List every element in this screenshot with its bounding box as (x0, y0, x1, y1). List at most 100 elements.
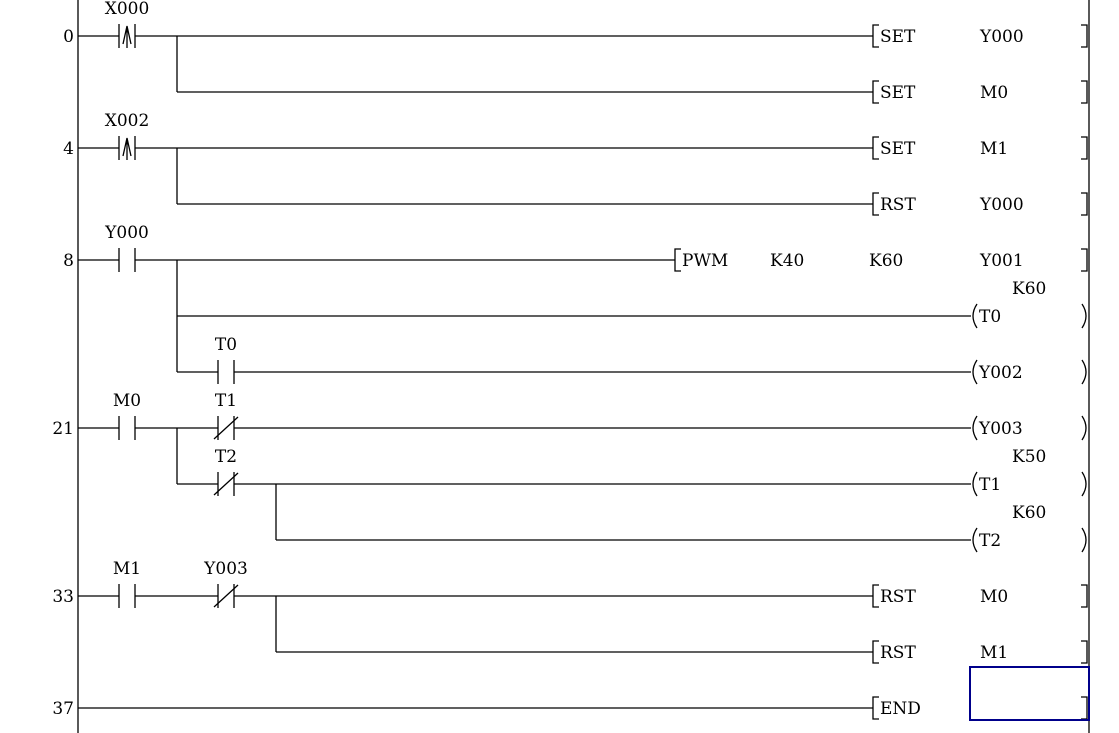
close-bracket (1081, 584, 1088, 608)
instruction-op: PWM (682, 251, 728, 271)
step-number: 4 (63, 139, 74, 159)
contact-gap (119, 258, 135, 262)
close-bracket (1081, 248, 1088, 272)
normally-closed-slash (213, 416, 239, 440)
coil-operand: Y002 (978, 363, 1023, 383)
instruction-operand: Y000 (979, 27, 1024, 47)
step-number: 0 (63, 27, 74, 47)
rung-row[interactable]: RST Y000 (177, 192, 1088, 216)
contact-no[interactable]: M1 (113, 559, 141, 608)
rung-row[interactable]: 37 END (52, 666, 1090, 721)
instruction-operand: K60 (869, 251, 903, 271)
open-bracket (872, 696, 879, 720)
instruction-operand: Y000 (979, 195, 1024, 215)
instruction-op: RST (880, 643, 916, 663)
instruction-op: SET (880, 27, 916, 47)
output-coil[interactable]: T0 K60 (972, 279, 1087, 329)
rung-row[interactable]: 0 X000 SET Y000 (63, 0, 1088, 48)
output-coil[interactable]: T1 K50 (972, 447, 1087, 497)
open-bracket (872, 192, 879, 216)
rung-row[interactable]: RST M1 (276, 640, 1088, 664)
instruction-block[interactable]: SET Y000 (872, 24, 1088, 48)
instruction-op: RST (880, 195, 916, 215)
coil-open-paren (972, 527, 978, 553)
instruction-block[interactable]: SET M1 (872, 136, 1088, 160)
contact-gap (218, 370, 234, 374)
contact-gap (119, 594, 135, 598)
coil-close-paren (1081, 527, 1087, 553)
instruction-operand: M1 (980, 643, 1008, 663)
open-bracket (872, 136, 879, 160)
coil-open-paren (972, 359, 978, 385)
contact-label: X002 (105, 111, 150, 131)
close-bracket (1081, 192, 1088, 216)
timer-preset: K60 (1012, 503, 1046, 523)
open-bracket (872, 80, 879, 104)
coil-close-paren (1081, 471, 1087, 497)
instruction-operand: Y001 (979, 251, 1024, 271)
instruction-block[interactable]: RST M0 (872, 584, 1088, 608)
contact-label: Y003 (203, 559, 248, 579)
coil-open-paren (972, 471, 978, 497)
output-coil[interactable]: Y002 (972, 359, 1087, 385)
normally-closed-slash (213, 584, 239, 608)
contact-label: M0 (113, 391, 141, 411)
rung-row[interactable]: T2 T1 K50 (177, 447, 1087, 497)
rung-row[interactable]: T2 K60 (276, 503, 1087, 553)
coil-close-paren (1081, 415, 1087, 441)
close-bracket (1081, 24, 1088, 48)
instruction-operand: K40 (770, 251, 804, 271)
contact-nc[interactable]: T2 (213, 447, 239, 496)
output-coil[interactable]: T2 K60 (972, 503, 1087, 553)
instruction-operand: M0 (980, 83, 1008, 103)
instruction-op: RST (880, 587, 916, 607)
output-coil[interactable]: Y003 (972, 415, 1087, 441)
contact-nc[interactable]: T1 (213, 391, 239, 440)
instruction-block[interactable]: SET M0 (872, 80, 1088, 104)
open-bracket (674, 248, 681, 272)
instruction-op: SET (880, 139, 916, 159)
coil-operand: Y003 (978, 419, 1023, 439)
step-number: 37 (52, 699, 74, 719)
selection-cursor[interactable] (969, 666, 1090, 721)
contact-label: T0 (215, 335, 237, 355)
rung-row[interactable]: T0 Y002 (177, 335, 1087, 385)
contact-nc[interactable]: Y003 (203, 559, 248, 608)
contact-label: Y000 (104, 223, 149, 243)
step-number: 8 (63, 251, 74, 271)
open-bracket (872, 584, 879, 608)
contact-label: T2 (215, 447, 237, 467)
timer-preset: K50 (1012, 447, 1046, 467)
coil-open-paren (972, 415, 978, 441)
close-bracket (1081, 80, 1088, 104)
contact-no[interactable]: T0 (215, 335, 237, 384)
coil-close-paren (1081, 303, 1087, 329)
instruction-block[interactable]: END (872, 696, 1088, 720)
rung-row[interactable]: 8 Y000 PWM K40 K60 Y001 (63, 223, 1088, 272)
rung-row[interactable]: 21 M0 T1 Y003 (52, 391, 1087, 441)
contact-label: T1 (215, 391, 237, 411)
contact-rising[interactable]: X002 (105, 111, 150, 160)
contact-no[interactable]: M0 (113, 391, 141, 440)
rung-row[interactable]: 33 M1 Y003 RST M0 (52, 559, 1088, 608)
close-bracket (1081, 696, 1088, 720)
coil-open-paren (972, 303, 978, 329)
rung-row[interactable]: T0 K60 (177, 279, 1087, 329)
instruction-block[interactable]: PWM K40 K60 Y001 (674, 248, 1088, 272)
contact-rising[interactable]: X000 (105, 0, 150, 48)
step-number: 33 (52, 587, 74, 607)
rung-row[interactable]: SET M0 (177, 80, 1088, 104)
rising-edge-arrow-icon (122, 25, 132, 48)
close-bracket (1081, 640, 1088, 664)
rung-row[interactable]: 4 X002 SET M1 (63, 111, 1088, 160)
rising-edge-arrow-icon (122, 137, 132, 160)
normally-closed-slash (213, 472, 239, 496)
instruction-op: SET (880, 83, 916, 103)
instruction-block[interactable]: RST M1 (872, 640, 1088, 664)
instruction-op: END (880, 699, 921, 719)
contact-no[interactable]: Y000 (104, 223, 149, 272)
instruction-block[interactable]: RST Y000 (872, 192, 1088, 216)
open-bracket (872, 640, 879, 664)
instruction-operand: M1 (980, 139, 1008, 159)
